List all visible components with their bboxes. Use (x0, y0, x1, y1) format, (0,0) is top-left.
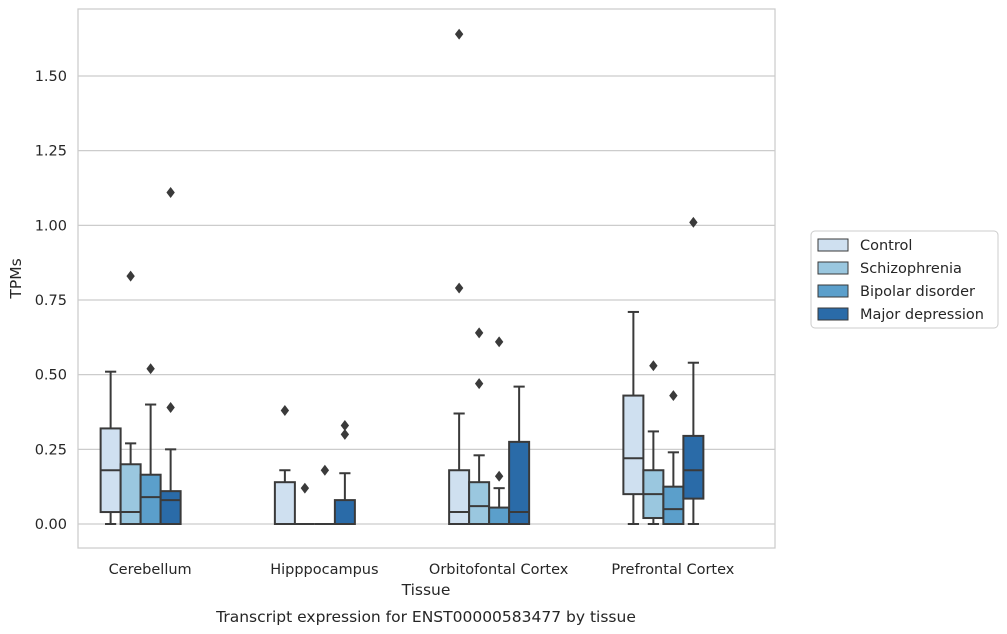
box-body (468, 481, 491, 526)
y-tick-label: 0.25 (35, 442, 67, 458)
chart-caption: Transcript expression for ENST0000058347… (215, 608, 636, 626)
box-schizophrenia (119, 270, 142, 525)
box-bipolar-disorder (314, 464, 335, 525)
x-tick-labels: Cerebellum Hipppocampus Orbitofontal Corte… (109, 562, 735, 578)
outlier-point (494, 336, 504, 348)
box-body (488, 506, 511, 525)
outlier-point (300, 482, 310, 494)
box-bipolar-disorder (662, 390, 685, 525)
legend-label: Bipolar disorder (860, 284, 975, 300)
box-group (448, 28, 531, 526)
box-body (333, 499, 356, 525)
outlier-point (340, 428, 350, 440)
x-tick-label: Cerebellum (109, 562, 192, 578)
legend-label: Schizophrenia (860, 261, 962, 277)
box-body (159, 490, 182, 525)
outlier-point (320, 464, 330, 476)
outlier-point (474, 378, 484, 390)
x-axis-label: Tissue (401, 581, 451, 599)
box-body (119, 463, 142, 525)
box-body (622, 394, 645, 496)
box-schizophrenia (294, 482, 315, 525)
outlier-point (166, 187, 175, 198)
box-bipolar-disorder (488, 336, 511, 525)
legend-swatch (817, 238, 849, 252)
x-tick-label: Orbitofontal Cortex (429, 562, 569, 578)
outlier-point (494, 470, 504, 482)
legend-frame (810, 230, 999, 329)
box-body (662, 485, 685, 525)
gridlines (78, 75, 775, 525)
box-schizophrenia (468, 327, 491, 526)
outlier-point (689, 216, 698, 228)
box-body (273, 481, 296, 526)
box-major-depression (159, 187, 182, 525)
outlier-point (340, 419, 350, 431)
x-tick-label: Hipppocampus (270, 562, 378, 578)
box-bipolar-disorder (139, 363, 162, 525)
legend-label: Control (860, 238, 912, 254)
box-body (508, 440, 531, 525)
plot-frame (77, 8, 776, 549)
box-control (622, 310, 645, 525)
outlier-point (454, 28, 464, 40)
legend-label: Major depression (860, 307, 984, 323)
box-major-depression (682, 216, 705, 525)
y-tick-label: 0.50 (35, 368, 67, 384)
y-tick-label: 1.00 (35, 218, 67, 234)
x-tick-label: Prefrontal Cortex (611, 562, 734, 578)
box-groups (99, 28, 705, 526)
box-body (682, 434, 705, 500)
box-control (99, 370, 122, 525)
y-axis-label: TPMs (7, 258, 25, 299)
box-control (273, 405, 296, 526)
y-tick-label: 0.75 (35, 293, 67, 309)
box-schizophrenia (642, 360, 665, 525)
y-tick-label: 1.50 (35, 69, 67, 85)
y-tick-label: 1.25 (35, 144, 67, 160)
legend: Control Schizophrenia Bipolar disorder Majo… (810, 230, 999, 329)
box-group (273, 405, 356, 526)
outlier-point (474, 327, 484, 339)
outlier-point (166, 402, 175, 413)
box-group (99, 187, 182, 525)
box-body (139, 473, 162, 525)
box-group (622, 216, 705, 525)
y-tick-label: 0.00 (35, 517, 67, 533)
outlier-point (669, 390, 678, 402)
outlier-point (280, 405, 290, 416)
legend-swatch (817, 261, 849, 275)
box-major-depression (508, 385, 531, 525)
outlier-point (454, 282, 464, 294)
outlier-point (649, 360, 658, 372)
box-major-depression (333, 419, 356, 525)
legend-swatch (817, 284, 849, 298)
legend-swatch (817, 307, 849, 321)
y-tick-labels: 0.00 0.25 0.50 0.75 1.00 1.25 1.50 (35, 69, 67, 533)
outlier-point (146, 363, 155, 375)
outlier-point (126, 270, 135, 282)
box-body (448, 469, 471, 525)
